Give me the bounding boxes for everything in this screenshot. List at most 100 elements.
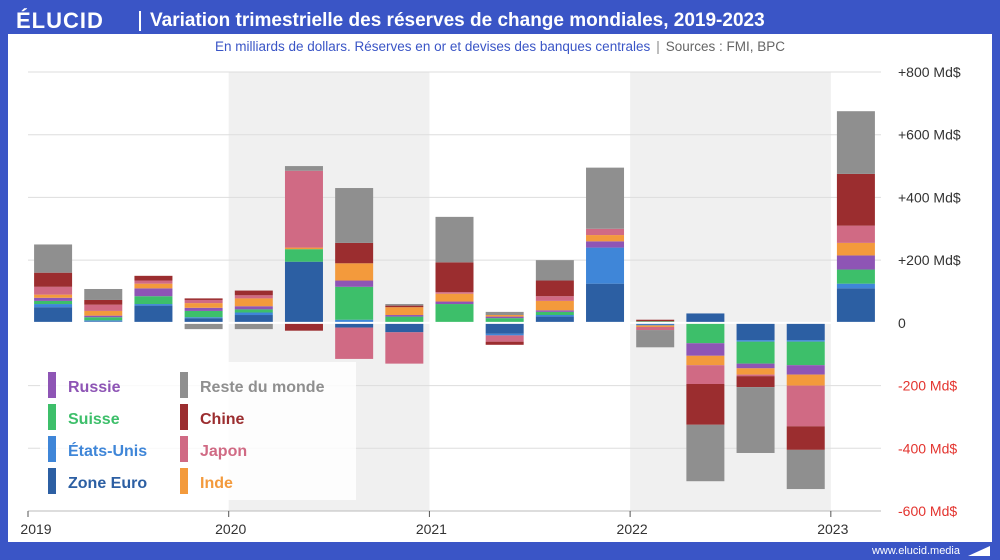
bar-segment	[385, 305, 424, 308]
bar-segment	[84, 304, 123, 311]
bar-segment	[385, 307, 424, 316]
bar-segment	[284, 166, 323, 171]
bar-segment	[485, 333, 524, 336]
bar-segment	[686, 355, 725, 366]
bar-segment	[535, 296, 574, 301]
bar-segment	[84, 315, 123, 318]
bar-segment	[34, 286, 73, 295]
bar-segment	[234, 322, 273, 330]
bar-segment	[786, 374, 825, 386]
x-year-label: 2020	[215, 521, 246, 537]
bar-segment	[134, 304, 173, 306]
bar-segment	[535, 280, 574, 297]
page-title: Variation trimestrielle des réserves de …	[150, 10, 765, 31]
bar-segment	[836, 225, 875, 243]
y-tick-label: -400 Md$	[898, 440, 957, 456]
legend-swatch	[48, 436, 56, 462]
bar-segment	[284, 247, 323, 250]
bar-segment	[786, 341, 825, 366]
bar-segment	[134, 305, 173, 323]
bar-segment	[335, 263, 374, 281]
bar-segment	[385, 315, 424, 317]
bar-segment	[485, 315, 524, 317]
bar-segment	[335, 286, 374, 320]
legend-swatch	[180, 468, 188, 494]
legend-swatch	[180, 436, 188, 462]
legend-label: Suisse	[68, 411, 120, 428]
bar-segment	[786, 322, 825, 341]
bar-segment	[184, 322, 223, 330]
bar-segment	[134, 296, 173, 305]
bar-segment	[535, 311, 574, 316]
bar-segment	[736, 322, 775, 341]
bar-segment	[34, 300, 73, 305]
bar-segment	[184, 303, 223, 308]
legend-swatch	[48, 372, 56, 398]
bar-segment	[435, 293, 474, 302]
bar-segment	[184, 310, 223, 318]
bar-segment	[184, 317, 223, 319]
y-tick-label: 0	[898, 315, 906, 331]
bar-segment	[836, 242, 875, 256]
legend-swatch	[180, 372, 188, 398]
website-link[interactable]: www.elucid.media	[871, 545, 960, 557]
legend-swatch	[48, 404, 56, 430]
legend-box	[40, 362, 356, 500]
y-tick-label: +600 Md$	[898, 127, 961, 143]
bar-segment	[234, 298, 273, 307]
bar-segment	[836, 173, 875, 226]
bar-segment	[234, 290, 273, 296]
bar-segment	[34, 272, 73, 287]
bar-segment	[786, 426, 825, 450]
bar-segment	[485, 316, 524, 319]
bar-segment	[335, 242, 374, 264]
bar-segment	[786, 385, 825, 427]
y-tick-label: +200 Md$	[898, 252, 961, 268]
bar-segment	[184, 299, 223, 304]
bar-segment	[686, 322, 725, 344]
bar-segment	[234, 312, 273, 316]
bar-segment	[535, 315, 574, 317]
bar-segment	[836, 269, 875, 284]
bar-segment	[836, 111, 875, 174]
bar-segment	[686, 343, 725, 356]
bar-segment	[636, 330, 675, 348]
legend-swatch	[48, 468, 56, 494]
y-tick-label: -200 Md$	[898, 378, 957, 394]
bar-segment	[84, 288, 123, 300]
legend-label: Chine	[200, 411, 245, 428]
bar-segment	[435, 216, 474, 263]
y-tick-label: -600 Md$	[898, 503, 957, 519]
y-tick-label: +400 Md$	[898, 189, 961, 205]
bar-segment	[134, 288, 173, 297]
bar-segment	[34, 244, 73, 273]
bar-segment	[435, 262, 474, 293]
bar-segment	[435, 301, 474, 305]
bar-segment	[836, 288, 875, 323]
legend-label: Japon	[200, 443, 247, 460]
bar-segment	[284, 249, 323, 262]
bar-segment	[335, 322, 374, 328]
x-year-label: 2021	[416, 521, 447, 537]
legend-label: Zone Euro	[68, 475, 147, 492]
bar-segment	[736, 374, 775, 377]
bar-segment	[586, 235, 625, 242]
bar-segment	[184, 298, 223, 300]
bar-segment	[786, 449, 825, 490]
stacked-bar-chart: +800 Md$ +600 Md$ +400 Md$ +200 Md$ 0 -200 Md…	[20, 64, 961, 537]
bar-segment	[686, 313, 725, 323]
bar-segment	[535, 300, 574, 311]
bar-segment	[836, 255, 875, 270]
bar-segment	[636, 324, 675, 326]
bar-segment	[335, 319, 374, 323]
subtitle-separator: |	[656, 39, 660, 54]
brand-logo[interactable]: ÉLUCID	[16, 8, 104, 33]
x-year-label: 2022	[617, 521, 648, 537]
bar-segment	[535, 310, 574, 312]
bar-segment	[234, 306, 273, 310]
header-divider	[139, 11, 141, 31]
bar-segment	[485, 311, 524, 316]
bar-segment	[586, 167, 625, 229]
bar-segment	[485, 341, 524, 345]
bar-segment	[284, 322, 323, 331]
